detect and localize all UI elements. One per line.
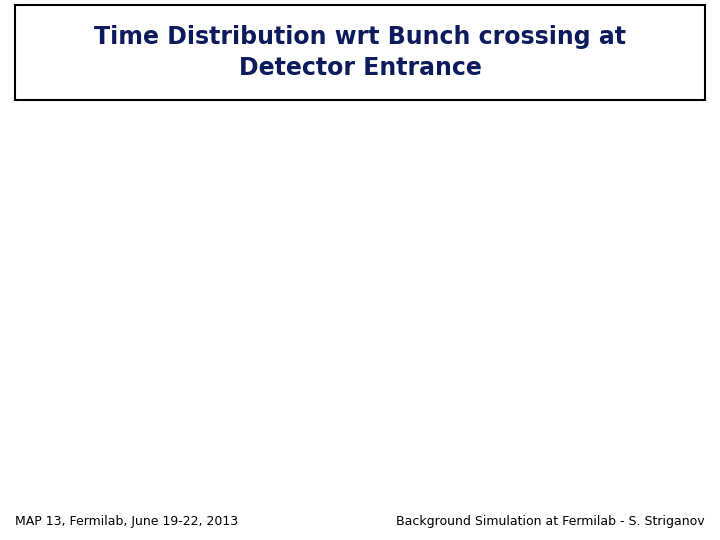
Text: MAP 13, Fermilab, June 19-22, 2013: MAP 13, Fermilab, June 19-22, 2013 — [15, 515, 238, 528]
Bar — [15, 5, 705, 100]
Text: Time Distribution wrt Bunch crossing at
Detector Entrance: Time Distribution wrt Bunch crossing at … — [94, 25, 626, 80]
Text: Background Simulation at Fermilab - S. Striganov: Background Simulation at Fermilab - S. S… — [397, 515, 705, 528]
